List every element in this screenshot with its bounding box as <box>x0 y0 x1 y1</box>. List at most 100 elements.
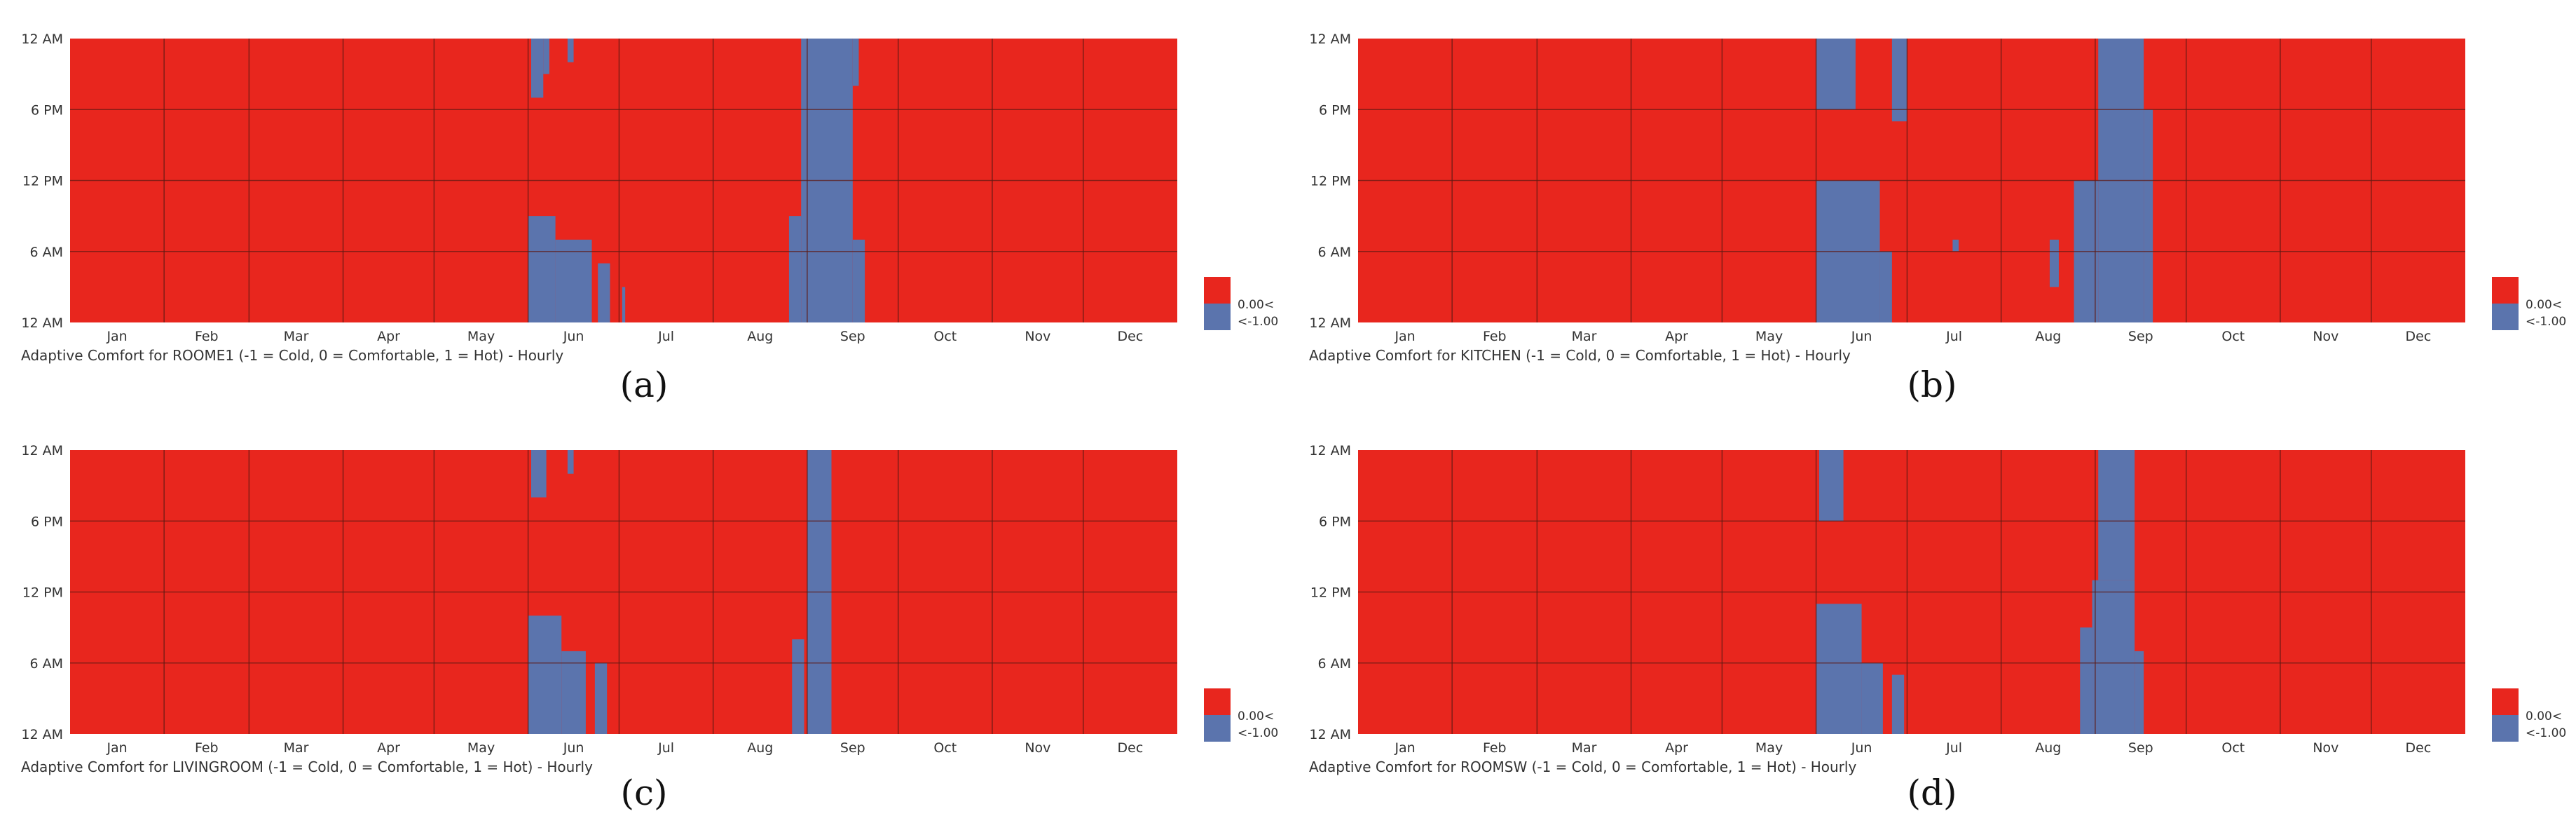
x-tick-label: May <box>467 740 495 756</box>
panel-caption: (b) <box>1907 365 1957 405</box>
cold-period-cell <box>561 651 586 734</box>
x-tick-label: Jan <box>106 329 127 344</box>
x-tick-label: Jul <box>657 740 674 756</box>
x-tick-label: Oct <box>2221 740 2245 756</box>
x-tick-label: Mar <box>284 740 309 756</box>
chart-title: Adaptive Comfort for ROOME1 (-1 = Cold, … <box>21 347 563 364</box>
x-tick-label: Jul <box>1945 329 1962 344</box>
panel-c: 12 AM 6 PM 12 PM 6 AM 12 AM Jan Feb Mar Apr May Ju… <box>0 412 1288 823</box>
panel-caption: (d) <box>1907 773 1957 813</box>
y-tick-label: 12 PM <box>22 174 63 189</box>
legend-label: <-1.00 <box>2526 726 2566 740</box>
cold-period-cell <box>788 216 802 322</box>
legend-swatch-hot <box>2492 688 2519 715</box>
x-tick-label: Jan <box>1394 329 1415 344</box>
x-tick-label: Nov <box>1025 740 1050 756</box>
x-tick-label: Apr <box>1665 329 1688 344</box>
cold-period-cell <box>622 287 626 322</box>
cold-period-cell <box>567 450 574 474</box>
cold-period-cell <box>543 39 549 74</box>
legend-label: <-1.00 <box>1238 315 1278 329</box>
cold-period-cell <box>528 615 562 734</box>
y-tick-label: 12 AM <box>21 32 63 47</box>
legend-swatch-cold <box>2492 304 2519 330</box>
cold-period-cell <box>555 239 592 322</box>
x-tick-label: Oct <box>933 329 957 344</box>
y-tick-label: 12 AM <box>1309 727 1351 742</box>
legend-swatch-hot <box>2492 277 2519 304</box>
x-tick-label: Oct <box>2221 329 2245 344</box>
y-tick-label: 12 AM <box>21 315 63 331</box>
legend-swatch-cold <box>1204 715 1231 742</box>
legend-label: 0.00< <box>1238 709 1274 723</box>
y-tick-label: 12 PM <box>1310 585 1351 601</box>
x-tick-label: Feb <box>1483 329 1507 344</box>
cold-period-cell <box>594 662 608 734</box>
x-tick-label: Jun <box>1851 740 1872 756</box>
x-tick-label: Feb <box>195 740 219 756</box>
panel-caption: (a) <box>619 365 669 405</box>
x-tick-label: Mar <box>1572 740 1597 756</box>
cold-period-cell <box>530 39 544 98</box>
cold-period-cell <box>530 450 547 498</box>
chart-title: Adaptive Comfort for LIVINGROOM (-1 = Co… <box>21 759 593 775</box>
legend-label: 0.00< <box>1238 298 1274 312</box>
y-tick-label: 12 PM <box>1310 174 1351 189</box>
legend-swatch-hot <box>1204 277 1231 304</box>
x-tick-label: Sep <box>840 329 865 344</box>
cold-period-cell <box>2098 450 2135 580</box>
cold-period-cell <box>1818 450 1844 522</box>
heatmap-chart-a: 12 AM 6 PM 12 PM 6 AM 12 AM Jan Feb Mar Apr May Ju… <box>21 32 1278 364</box>
heatmap-chart-c: 12 AM 6 PM 12 PM 6 AM 12 AM Jan Feb Mar Apr May Ju… <box>21 443 1278 775</box>
x-tick-label: Nov <box>1025 329 1050 344</box>
y-tick-label: 12 AM <box>1309 32 1351 47</box>
y-tick-label: 6 AM <box>1317 245 1351 260</box>
x-tick-label: Dec <box>2406 329 2432 344</box>
x-tick-label: Jun <box>1851 329 1872 344</box>
x-tick-label: Dec <box>2406 740 2432 756</box>
chart-title: Adaptive Comfort for KITCHEN (-1 = Cold,… <box>1309 347 1851 364</box>
x-tick-label: Mar <box>284 329 309 344</box>
cold-period-cell <box>528 216 556 322</box>
y-tick-label: 12 AM <box>21 727 63 742</box>
legend-label: 0.00< <box>2526 298 2562 312</box>
x-tick-label: May <box>467 329 495 344</box>
y-tick-label: 12 AM <box>1309 443 1351 458</box>
y-tick-label: 12 PM <box>22 585 63 601</box>
x-tick-label: Sep <box>2128 329 2153 344</box>
x-tick-label: Oct <box>933 740 957 756</box>
x-tick-label: Aug <box>2035 740 2061 756</box>
panel-caption: (c) <box>620 773 668 813</box>
panel-a: 12 AM 6 PM 12 PM 6 AM 12 AM Jan Feb Mar Apr May Ju… <box>0 0 1288 412</box>
cold-period-cell <box>1861 662 1883 734</box>
y-tick-label: 6 PM <box>1319 514 1351 529</box>
y-tick-label: 6 AM <box>29 656 63 672</box>
cold-period-cell <box>1879 251 1892 322</box>
legend-label: 0.00< <box>2526 709 2562 723</box>
x-tick-label: Dec <box>1118 329 1144 344</box>
x-tick-label: Nov <box>2313 329 2338 344</box>
cold-period-cell <box>1952 239 1959 252</box>
panel-d: 12 AM 6 PM 12 PM 6 AM 12 AM Jan Feb Mar Apr May Ju… <box>1288 412 2576 823</box>
x-tick-label: Apr <box>1665 740 1688 756</box>
x-tick-label: Apr <box>377 740 400 756</box>
x-tick-label: Jul <box>657 329 674 344</box>
x-tick-label: Jul <box>1945 740 1962 756</box>
y-tick-label: 6 AM <box>1317 656 1351 672</box>
y-tick-label: 12 AM <box>1309 315 1351 331</box>
heatmap-chart-d: 12 AM 6 PM 12 PM 6 AM 12 AM Jan Feb Mar Apr May Ju… <box>1309 443 2566 775</box>
x-tick-label: Aug <box>747 329 773 344</box>
cold-period-cell <box>2135 651 2144 734</box>
y-tick-label: 12 AM <box>21 443 63 458</box>
x-tick-label: May <box>1755 740 1783 756</box>
y-tick-label: 6 PM <box>1319 102 1351 118</box>
cold-period-cell <box>598 263 610 322</box>
x-tick-label: Aug <box>747 740 773 756</box>
cold-period-cell <box>1816 39 1856 110</box>
x-tick-label: Nov <box>2313 740 2338 756</box>
legend-label: <-1.00 <box>2526 315 2566 329</box>
x-tick-label: Dec <box>1118 740 1144 756</box>
x-tick-label: May <box>1755 329 1783 344</box>
cold-period-cell <box>852 39 859 86</box>
x-tick-label: Aug <box>2035 329 2061 344</box>
